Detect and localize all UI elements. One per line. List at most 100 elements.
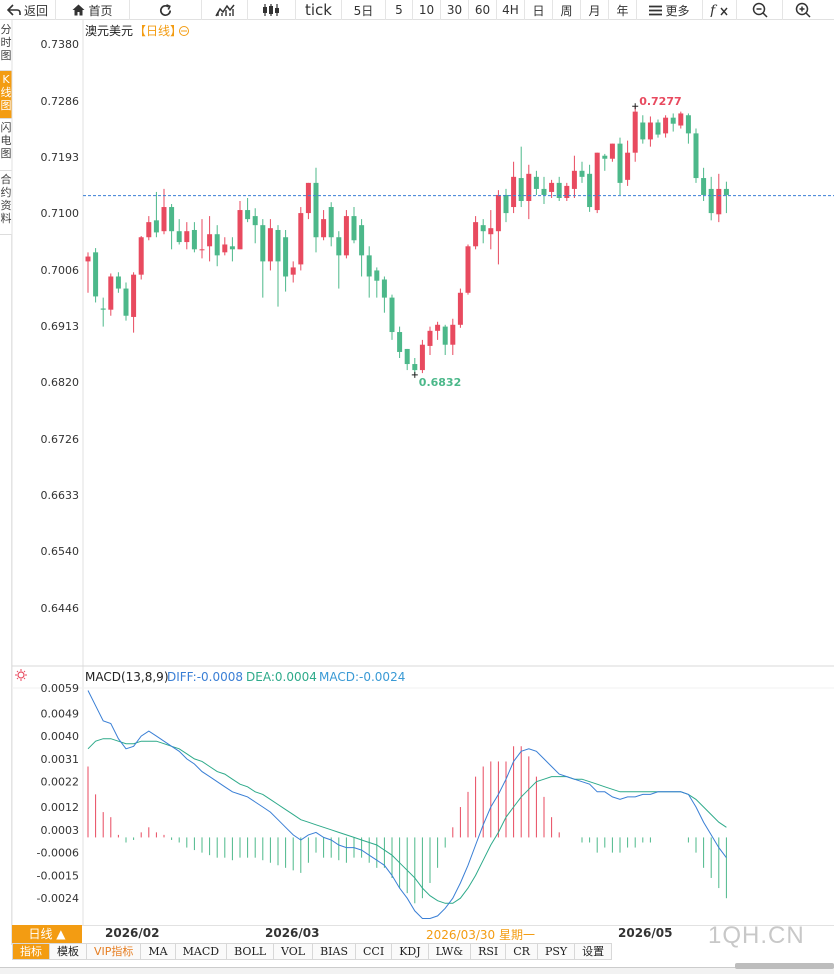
period-5min[interactable]: 5 [386, 0, 413, 20]
back-label: 返回 [23, 3, 48, 18]
candle [647, 116, 653, 147]
chart-type-mountain-button[interactable] [202, 0, 248, 20]
chart-type-candle-button[interactable] [248, 0, 296, 20]
diff-line [87, 690, 727, 919]
period-60min[interactable]: 60 [469, 0, 497, 20]
candle [93, 248, 99, 303]
home-icon [72, 4, 85, 16]
candle [716, 173, 722, 223]
indicator-lw[interactable]: LW& [428, 943, 472, 960]
indicator-label: KDJ [399, 945, 421, 958]
indicator-bias[interactable]: BIAS [313, 943, 356, 960]
candle [252, 208, 258, 244]
candle [389, 294, 395, 340]
candle [640, 115, 646, 144]
macd-axis: 0.0059 0.0049 0.0040 0.0031 0.0022 0.0012 0.00… [37, 682, 79, 905]
period-5day[interactable]: 5日 [342, 0, 386, 20]
dea-line [87, 738, 727, 904]
back-button[interactable]: 返回 [0, 0, 56, 20]
candle [321, 210, 327, 241]
indicator-tab[interactable]: 指标 [12, 943, 50, 960]
period-label: 4H [502, 3, 519, 17]
candle [723, 181, 729, 214]
indicator-rsi[interactable]: RSI [471, 943, 507, 960]
period-month[interactable]: 月 [581, 0, 609, 20]
price-tick-label: 0.6726 [41, 433, 80, 446]
candle [511, 161, 517, 214]
sun-settings-icon[interactable] [15, 669, 27, 681]
candle [435, 321, 441, 340]
candle [275, 225, 281, 307]
home-label: 首页 [88, 3, 113, 18]
home-button[interactable]: 首页 [56, 0, 130, 20]
period-label: 10 [418, 3, 435, 17]
indicator-cci[interactable]: CCI [356, 943, 393, 960]
candle [199, 219, 205, 259]
candle [161, 188, 167, 235]
candle [313, 167, 319, 253]
indicator-label: VIP指标 [94, 945, 134, 958]
period-year[interactable]: 年 [609, 0, 637, 20]
date-tick: 2026/02 [105, 926, 160, 940]
period-10min[interactable]: 10 [413, 0, 441, 20]
settings-circle-icon[interactable] [179, 26, 189, 36]
tab-timeshare[interactable]: 分时图 [0, 21, 12, 71]
chart-canvas[interactable]: 澳元美元 【日线】 0.7380 0.7286 0.7193 0.7100 0.7006… [0, 20, 834, 925]
more-button[interactable]: 更多 [637, 0, 703, 20]
indicator-kdj[interactable]: KDJ [392, 943, 429, 960]
macd-tick-label: 0.0022 [41, 776, 80, 789]
settings-tab[interactable]: 设置 [575, 943, 613, 960]
indicator-label: CR [513, 945, 530, 958]
formula-fx-icon: f [710, 3, 728, 17]
candlestick-series [85, 106, 729, 375]
indicator-vol[interactable]: VOL [274, 943, 314, 960]
chart-frame [11, 20, 834, 925]
kline-type-button[interactable]: 日线 ▲ [12, 925, 82, 943]
indicator-macd[interactable]: MACD [175, 943, 228, 960]
refresh-icon [159, 3, 172, 16]
indicator-label: BIAS [320, 945, 348, 958]
tab-kline[interactable]: K线图 [0, 71, 12, 119]
tab-lightning[interactable]: 闪电图 [0, 119, 12, 171]
period-label: 5日 [353, 3, 374, 18]
candle [495, 190, 501, 265]
indicator-label: VOL [281, 945, 306, 958]
period-week[interactable]: 周 [553, 0, 581, 20]
tab-contract-info[interactable]: 合约资料 [0, 171, 12, 235]
indicator-label: BOLL [234, 945, 266, 958]
date-tick: 2026/05 [618, 926, 673, 940]
refresh-button[interactable] [130, 0, 202, 20]
indicator-boll[interactable]: BOLL [227, 943, 274, 960]
symbol-title: 澳元美元 [85, 24, 133, 38]
period-30min[interactable]: 30 [441, 0, 469, 20]
candle [123, 282, 129, 321]
period-4h[interactable]: 4H [497, 0, 525, 20]
period-tag: 【日线】 [134, 24, 182, 38]
zoom-in-button[interactable] [783, 0, 823, 20]
candle [260, 219, 266, 298]
zoom-out-button[interactable] [737, 0, 783, 20]
price-tick-label: 0.7193 [41, 151, 80, 164]
indicator-cr[interactable]: CR [506, 943, 538, 960]
tab-label: 分时图 [0, 23, 12, 62]
candle [305, 182, 311, 220]
candle [115, 272, 121, 293]
period-day[interactable]: 日 [525, 0, 553, 20]
indicator-ma[interactable]: MA [141, 943, 176, 960]
tick-button[interactable]: tick [296, 0, 342, 20]
zoom-out-icon [752, 2, 768, 18]
price-tick-label: 0.6633 [41, 489, 80, 502]
template-tab[interactable]: 模板 [50, 943, 87, 960]
horizontal-scrollbar[interactable] [735, 963, 834, 969]
macd-tick-label: -0.0006 [37, 847, 79, 860]
date-tick: 2026/03 [265, 926, 320, 940]
period-label: 30 [446, 3, 463, 17]
vip-indicator-tab[interactable]: VIP指标 [87, 943, 142, 960]
candle [108, 273, 114, 316]
indicator-label: 设置 [582, 945, 605, 958]
candle [594, 152, 600, 214]
formula-button[interactable]: f [703, 0, 737, 20]
indicator-label: RSI [478, 945, 499, 958]
macd-tick-label: 0.0040 [41, 730, 80, 743]
indicator-psy[interactable]: PSY [537, 943, 576, 960]
